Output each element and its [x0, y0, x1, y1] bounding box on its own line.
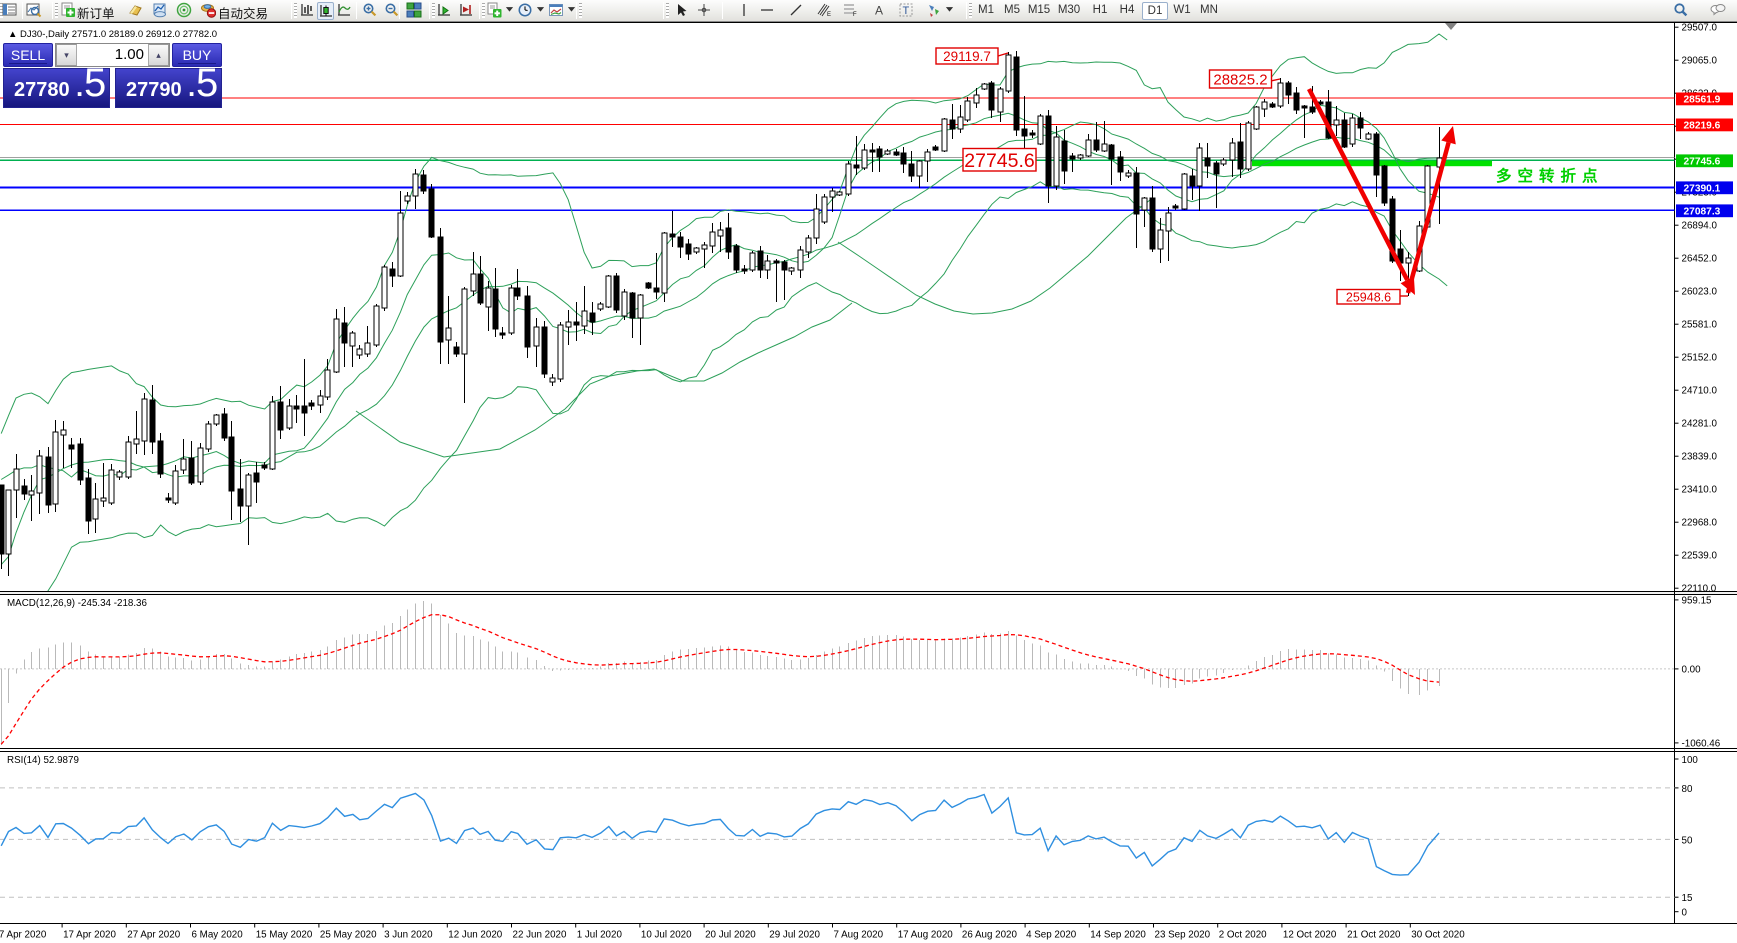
svg-text:22110.0: 22110.0: [1682, 584, 1717, 595]
svg-text:15: 15: [1682, 893, 1693, 904]
svg-text:1 Jul 2020: 1 Jul 2020: [577, 930, 623, 941]
svg-text:29 Jul 2020: 29 Jul 2020: [769, 930, 820, 941]
svg-text:22 Jun 2020: 22 Jun 2020: [513, 930, 567, 941]
svg-text:20 Jul 2020: 20 Jul 2020: [705, 930, 756, 941]
svg-text:959.15: 959.15: [1682, 595, 1713, 606]
svg-text:15 May 2020: 15 May 2020: [256, 930, 313, 941]
svg-text:RSI(14) 52.9879: RSI(14) 52.9879: [7, 755, 79, 766]
svg-text:6 May 2020: 6 May 2020: [192, 930, 244, 941]
svg-text:30 Oct 2020: 30 Oct 2020: [1411, 930, 1465, 941]
svg-text:23839.0: 23839.0: [1682, 452, 1718, 463]
svg-text:29507.0: 29507.0: [1682, 23, 1718, 34]
svg-text:22968.0: 22968.0: [1682, 518, 1718, 529]
svg-text:7 Aug 2020: 7 Aug 2020: [834, 930, 884, 941]
svg-text:28825.2: 28825.2: [1213, 71, 1267, 88]
svg-text:24710.0: 24710.0: [1682, 386, 1718, 397]
svg-text:17 Apr 2020: 17 Apr 2020: [63, 930, 116, 941]
svg-text:10 Jul 2020: 10 Jul 2020: [641, 930, 692, 941]
svg-text:27745.6: 27745.6: [964, 150, 1035, 172]
svg-text:27087.3: 27087.3: [1684, 207, 1721, 218]
svg-text:27745.6: 27745.6: [1684, 157, 1721, 168]
svg-text:25152.0: 25152.0: [1682, 353, 1718, 364]
svg-text:23410.0: 23410.0: [1682, 485, 1718, 496]
svg-text:29065.0: 29065.0: [1682, 56, 1718, 67]
svg-text:3 Jun 2020: 3 Jun 2020: [384, 930, 433, 941]
svg-text:F: F: [853, 12, 857, 18]
svg-text:多空转折点: 多空转折点: [1496, 166, 1604, 185]
svg-text:MACD(12,26,9) -245.34 -218.36: MACD(12,26,9) -245.34 -218.36: [7, 598, 148, 609]
svg-text:26894.0: 26894.0: [1682, 221, 1718, 232]
svg-text:27 Apr 2020: 27 Apr 2020: [127, 930, 180, 941]
svg-text:▲ DJ30-,Daily 27571.0 28189.0: ▲ DJ30-,Daily 27571.0 28189.0 26912.0 27…: [8, 29, 217, 40]
svg-text:E: E: [827, 12, 831, 18]
svg-text:28561.9: 28561.9: [1684, 95, 1721, 106]
svg-text:28219.6: 28219.6: [1684, 121, 1721, 132]
svg-text:100: 100: [1682, 755, 1699, 766]
svg-text:25948.6: 25948.6: [1346, 290, 1391, 304]
svg-text:26452.0: 26452.0: [1682, 254, 1718, 265]
svg-text:50: 50: [1682, 835, 1693, 846]
svg-text:80: 80: [1682, 784, 1693, 795]
svg-text:0: 0: [1682, 908, 1688, 919]
svg-text:24281.0: 24281.0: [1682, 419, 1718, 430]
svg-text:26 Aug 2020: 26 Aug 2020: [962, 930, 1018, 941]
svg-text:27390.1: 27390.1: [1684, 184, 1721, 195]
svg-text:4 Sep 2020: 4 Sep 2020: [1026, 930, 1077, 941]
svg-text:29119.7: 29119.7: [943, 49, 991, 64]
svg-text:A: A: [875, 4, 883, 18]
svg-text:7 Apr 2020: 7 Apr 2020: [0, 930, 47, 941]
svg-text:0.00: 0.00: [1682, 664, 1702, 675]
svg-text:-1060.46: -1060.46: [1682, 738, 1721, 749]
svg-text:25 May 2020: 25 May 2020: [320, 930, 377, 941]
svg-text:25581.0: 25581.0: [1682, 320, 1718, 331]
svg-text:T: T: [903, 5, 910, 17]
svg-text:14 Sep 2020: 14 Sep 2020: [1090, 930, 1146, 941]
svg-text:2 Oct 2020: 2 Oct 2020: [1219, 930, 1267, 941]
svg-text:12 Jun 2020: 12 Jun 2020: [448, 930, 502, 941]
svg-text:17 Aug 2020: 17 Aug 2020: [898, 930, 954, 941]
svg-text:22539.0: 22539.0: [1682, 551, 1718, 562]
svg-text:23 Sep 2020: 23 Sep 2020: [1155, 930, 1211, 941]
svg-text:12 Oct 2020: 12 Oct 2020: [1283, 930, 1337, 941]
svg-text:21 Oct 2020: 21 Oct 2020: [1347, 930, 1401, 941]
svg-text:26023.0: 26023.0: [1682, 287, 1718, 298]
